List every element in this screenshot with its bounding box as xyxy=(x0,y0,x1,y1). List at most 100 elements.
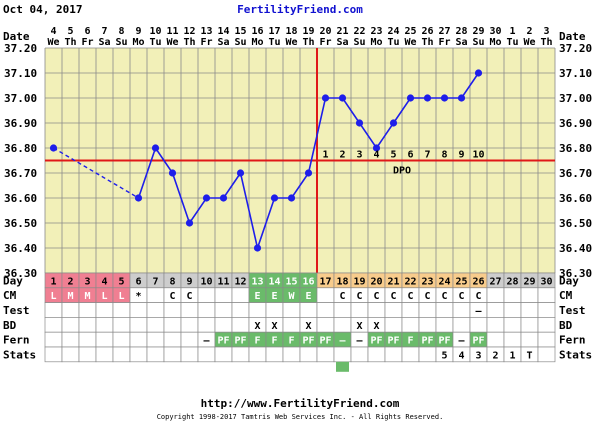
bd-cell xyxy=(44,317,63,333)
stats-cell-text: 2 xyxy=(492,350,498,361)
bd-cell xyxy=(503,317,522,333)
stats-cell xyxy=(248,346,267,363)
test-cell xyxy=(61,302,80,318)
fern-cell-text: PF xyxy=(438,336,450,347)
fern-cell xyxy=(112,331,131,348)
date-day: 5 xyxy=(67,26,73,37)
test-cell xyxy=(350,302,369,318)
temperature-points xyxy=(49,69,483,252)
fern-cell xyxy=(163,331,182,348)
day-cell-text: 13 xyxy=(251,276,263,287)
cm-cell xyxy=(520,287,539,303)
temperature-point xyxy=(134,194,143,202)
day-cell-text: 16 xyxy=(302,276,314,287)
bd-cell xyxy=(282,317,301,333)
stats-cell xyxy=(384,346,403,363)
cm-cell-text: C xyxy=(373,291,379,302)
day-cell-text: 24 xyxy=(438,276,450,287)
y-tick-label-right: 36.70 xyxy=(559,167,592,180)
footer-url[interactable]: http://www.FertilityFriend.com xyxy=(201,397,400,410)
date-weekday: Th xyxy=(64,37,76,48)
dpo-number: 5 xyxy=(390,150,396,161)
date-day: 24 xyxy=(387,26,399,37)
stats-cell xyxy=(129,346,148,363)
date-day: 26 xyxy=(421,26,433,37)
date-weekday: Tu xyxy=(268,37,280,48)
date-weekday: Th xyxy=(183,37,195,48)
date-day: 4 xyxy=(50,26,56,37)
day-cell-text: 17 xyxy=(319,276,331,287)
date-day: 6 xyxy=(84,26,90,37)
fern-cell-text: F xyxy=(271,336,277,347)
cm-cell-text: C xyxy=(424,291,430,302)
bd-cell xyxy=(452,317,471,333)
y-tick-label-left: 37.10 xyxy=(4,67,37,80)
cm-cell-text: C xyxy=(339,291,345,302)
day-cell-text: 26 xyxy=(472,276,484,287)
day-cell-text: 20 xyxy=(370,276,382,287)
temperature-point xyxy=(321,94,330,102)
site-link[interactable]: FertilityFriend.com xyxy=(237,3,363,16)
date-day: 7 xyxy=(101,26,107,37)
temperature-point xyxy=(151,144,160,152)
date-weekday: Fr xyxy=(319,37,331,48)
cm-cell-text: L xyxy=(118,291,124,302)
date-weekday: Su xyxy=(472,37,484,48)
date-weekday: Mo xyxy=(251,37,263,48)
y-tick-label-left: 37.00 xyxy=(4,92,37,105)
date-day: 28 xyxy=(455,26,467,37)
date-day: 29 xyxy=(472,26,484,37)
dpo-label: DPO xyxy=(393,166,411,177)
bd-cell xyxy=(418,317,437,333)
stats-cell xyxy=(367,346,386,363)
date-day: 25 xyxy=(404,26,416,37)
dpo-number: 7 xyxy=(424,150,430,161)
test-cell xyxy=(401,302,420,318)
date-weekday: Mo xyxy=(132,37,144,48)
day-cell-text: 21 xyxy=(387,276,399,287)
test-cell xyxy=(316,302,335,318)
bd-cell xyxy=(231,317,250,333)
fern-cell-text: PF xyxy=(387,336,399,347)
fern-cell-text: F xyxy=(407,336,413,347)
bd-cell xyxy=(112,317,131,333)
date-day: 21 xyxy=(336,26,348,37)
row-label-right: Day xyxy=(559,274,579,287)
temperature-point xyxy=(338,94,347,102)
bd-cell xyxy=(61,317,80,333)
date-row-label-right: Date xyxy=(559,30,586,43)
temperature-point xyxy=(457,94,466,102)
stats-cell xyxy=(418,346,437,363)
test-cell xyxy=(44,302,63,318)
test-cell xyxy=(265,302,284,318)
cm-cell-text: M xyxy=(84,291,90,302)
y-tick-label-left: 36.90 xyxy=(4,117,37,130)
temperature-point xyxy=(423,94,432,102)
fern-cell xyxy=(486,331,505,348)
row-label-right: CM xyxy=(559,289,573,302)
bd-cell xyxy=(197,317,216,333)
row-label-left: Test xyxy=(3,304,30,317)
y-tick-label-right: 36.60 xyxy=(559,192,592,205)
date-day: 11 xyxy=(166,26,178,37)
test-cell xyxy=(486,302,505,318)
stats-cell xyxy=(95,346,114,363)
fern-cell xyxy=(520,331,539,348)
cm-cell xyxy=(214,287,233,303)
stats-cell xyxy=(350,346,369,363)
bd-cell-text: X xyxy=(305,321,311,332)
fern-cell-text: – xyxy=(203,336,210,347)
cm-cell-text: C xyxy=(441,291,447,302)
cm-cell-text: * xyxy=(135,291,141,302)
y-tick-label-left: 36.70 xyxy=(4,167,37,180)
fern-cell-text: PF xyxy=(421,336,433,347)
dpo-number: 3 xyxy=(356,150,362,161)
date-day: 13 xyxy=(200,26,212,37)
date-weekday: Sa xyxy=(336,37,348,48)
date-weekday: Su xyxy=(234,37,246,48)
dpo-number: 6 xyxy=(407,150,413,161)
y-tick-label-right: 36.80 xyxy=(559,142,592,155)
stats-cell xyxy=(282,346,301,363)
temperature-point xyxy=(202,194,211,202)
